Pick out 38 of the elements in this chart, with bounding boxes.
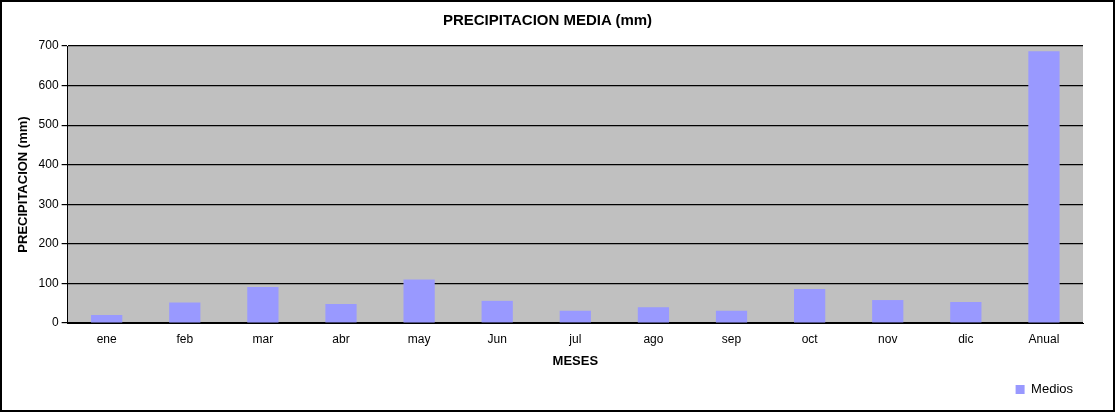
x-tick-label: Anual bbox=[1028, 331, 1060, 346]
x-tick-label: abr bbox=[332, 331, 350, 346]
y-tick-label: 500 bbox=[38, 117, 59, 132]
bar bbox=[247, 286, 279, 323]
x-tick-label: mar bbox=[252, 331, 274, 346]
y-tick-label: 100 bbox=[38, 275, 59, 290]
y-tick-label: 200 bbox=[38, 236, 59, 251]
bar bbox=[950, 302, 982, 323]
y-tick-label: 700 bbox=[38, 38, 59, 53]
bar bbox=[794, 288, 826, 323]
bar bbox=[559, 310, 591, 323]
bar bbox=[715, 310, 748, 323]
x-tick-label: ene bbox=[96, 331, 118, 346]
x-tick-label: nov bbox=[878, 331, 898, 346]
y-tick-label: 400 bbox=[38, 157, 59, 172]
x-tick-label: dic bbox=[958, 331, 974, 346]
y-axis-title: PRECIPITACION (mm) bbox=[15, 116, 31, 253]
x-tick-label: oct bbox=[801, 331, 819, 346]
x-tick-label: feb bbox=[176, 331, 194, 346]
bar bbox=[1028, 51, 1060, 323]
x-tick-label: jul bbox=[568, 331, 582, 346]
x-tick-label: Jun bbox=[487, 331, 507, 346]
bar bbox=[91, 315, 123, 323]
x-tick-label: ago bbox=[643, 331, 664, 346]
y-tick-label: 0 bbox=[51, 315, 59, 330]
y-tick-label: 300 bbox=[38, 196, 59, 211]
y-tick-label: 600 bbox=[38, 77, 59, 92]
chart-title: PRECIPITACION MEDIA (mm) bbox=[442, 11, 653, 29]
bar bbox=[325, 304, 357, 323]
legend-label: Medios bbox=[1031, 381, 1074, 397]
x-tick-label: may bbox=[407, 331, 431, 346]
x-tick-label: sep bbox=[721, 331, 742, 346]
bar bbox=[169, 302, 201, 323]
bar bbox=[872, 300, 904, 323]
bar bbox=[481, 300, 513, 323]
bar bbox=[637, 307, 670, 323]
x-axis-title: MESES bbox=[552, 352, 599, 368]
bar bbox=[403, 279, 435, 323]
